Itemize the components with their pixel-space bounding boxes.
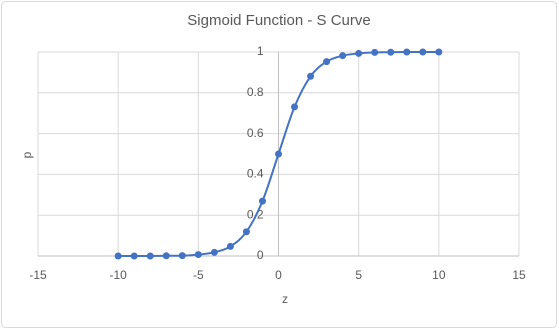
data-point (419, 48, 427, 56)
y-tick-label: 0.4 (247, 167, 264, 181)
x-tick-label: 15 (512, 268, 526, 282)
data-point (387, 48, 395, 56)
data-point (323, 58, 331, 66)
data-point (339, 52, 347, 60)
data-point (162, 252, 170, 260)
chart-title: Sigmoid Function - S Curve (187, 12, 370, 29)
data-point (355, 49, 363, 57)
data-point (291, 103, 299, 111)
y-tick-label: 1 (257, 44, 264, 58)
y-tick-label: 0.6 (247, 126, 264, 140)
x-tick-label: -5 (193, 268, 204, 282)
data-point (178, 252, 186, 260)
x-tick-label: 5 (355, 268, 362, 282)
x-tick-label: 0 (275, 268, 282, 282)
data-point (371, 48, 379, 56)
data-point (307, 72, 315, 80)
data-point (114, 252, 122, 260)
x-axis-title: z (282, 292, 288, 306)
y-tick-label: 0.2 (247, 207, 264, 221)
data-point (435, 48, 443, 56)
data-point (194, 251, 202, 259)
y-tick-label: 0.8 (247, 85, 264, 99)
y-axis-title: p (20, 151, 34, 158)
data-point (258, 197, 266, 205)
data-point (146, 252, 154, 260)
data-point (275, 150, 282, 158)
x-tick-label: -15 (29, 268, 47, 282)
x-tick-label: -10 (109, 268, 127, 282)
data-point (242, 228, 250, 236)
data-point (403, 48, 411, 56)
data-point (226, 242, 234, 250)
data-point (210, 248, 218, 256)
x-tick-label: 10 (432, 268, 446, 282)
y-tick-label: 0 (257, 248, 264, 262)
data-point (130, 252, 138, 260)
